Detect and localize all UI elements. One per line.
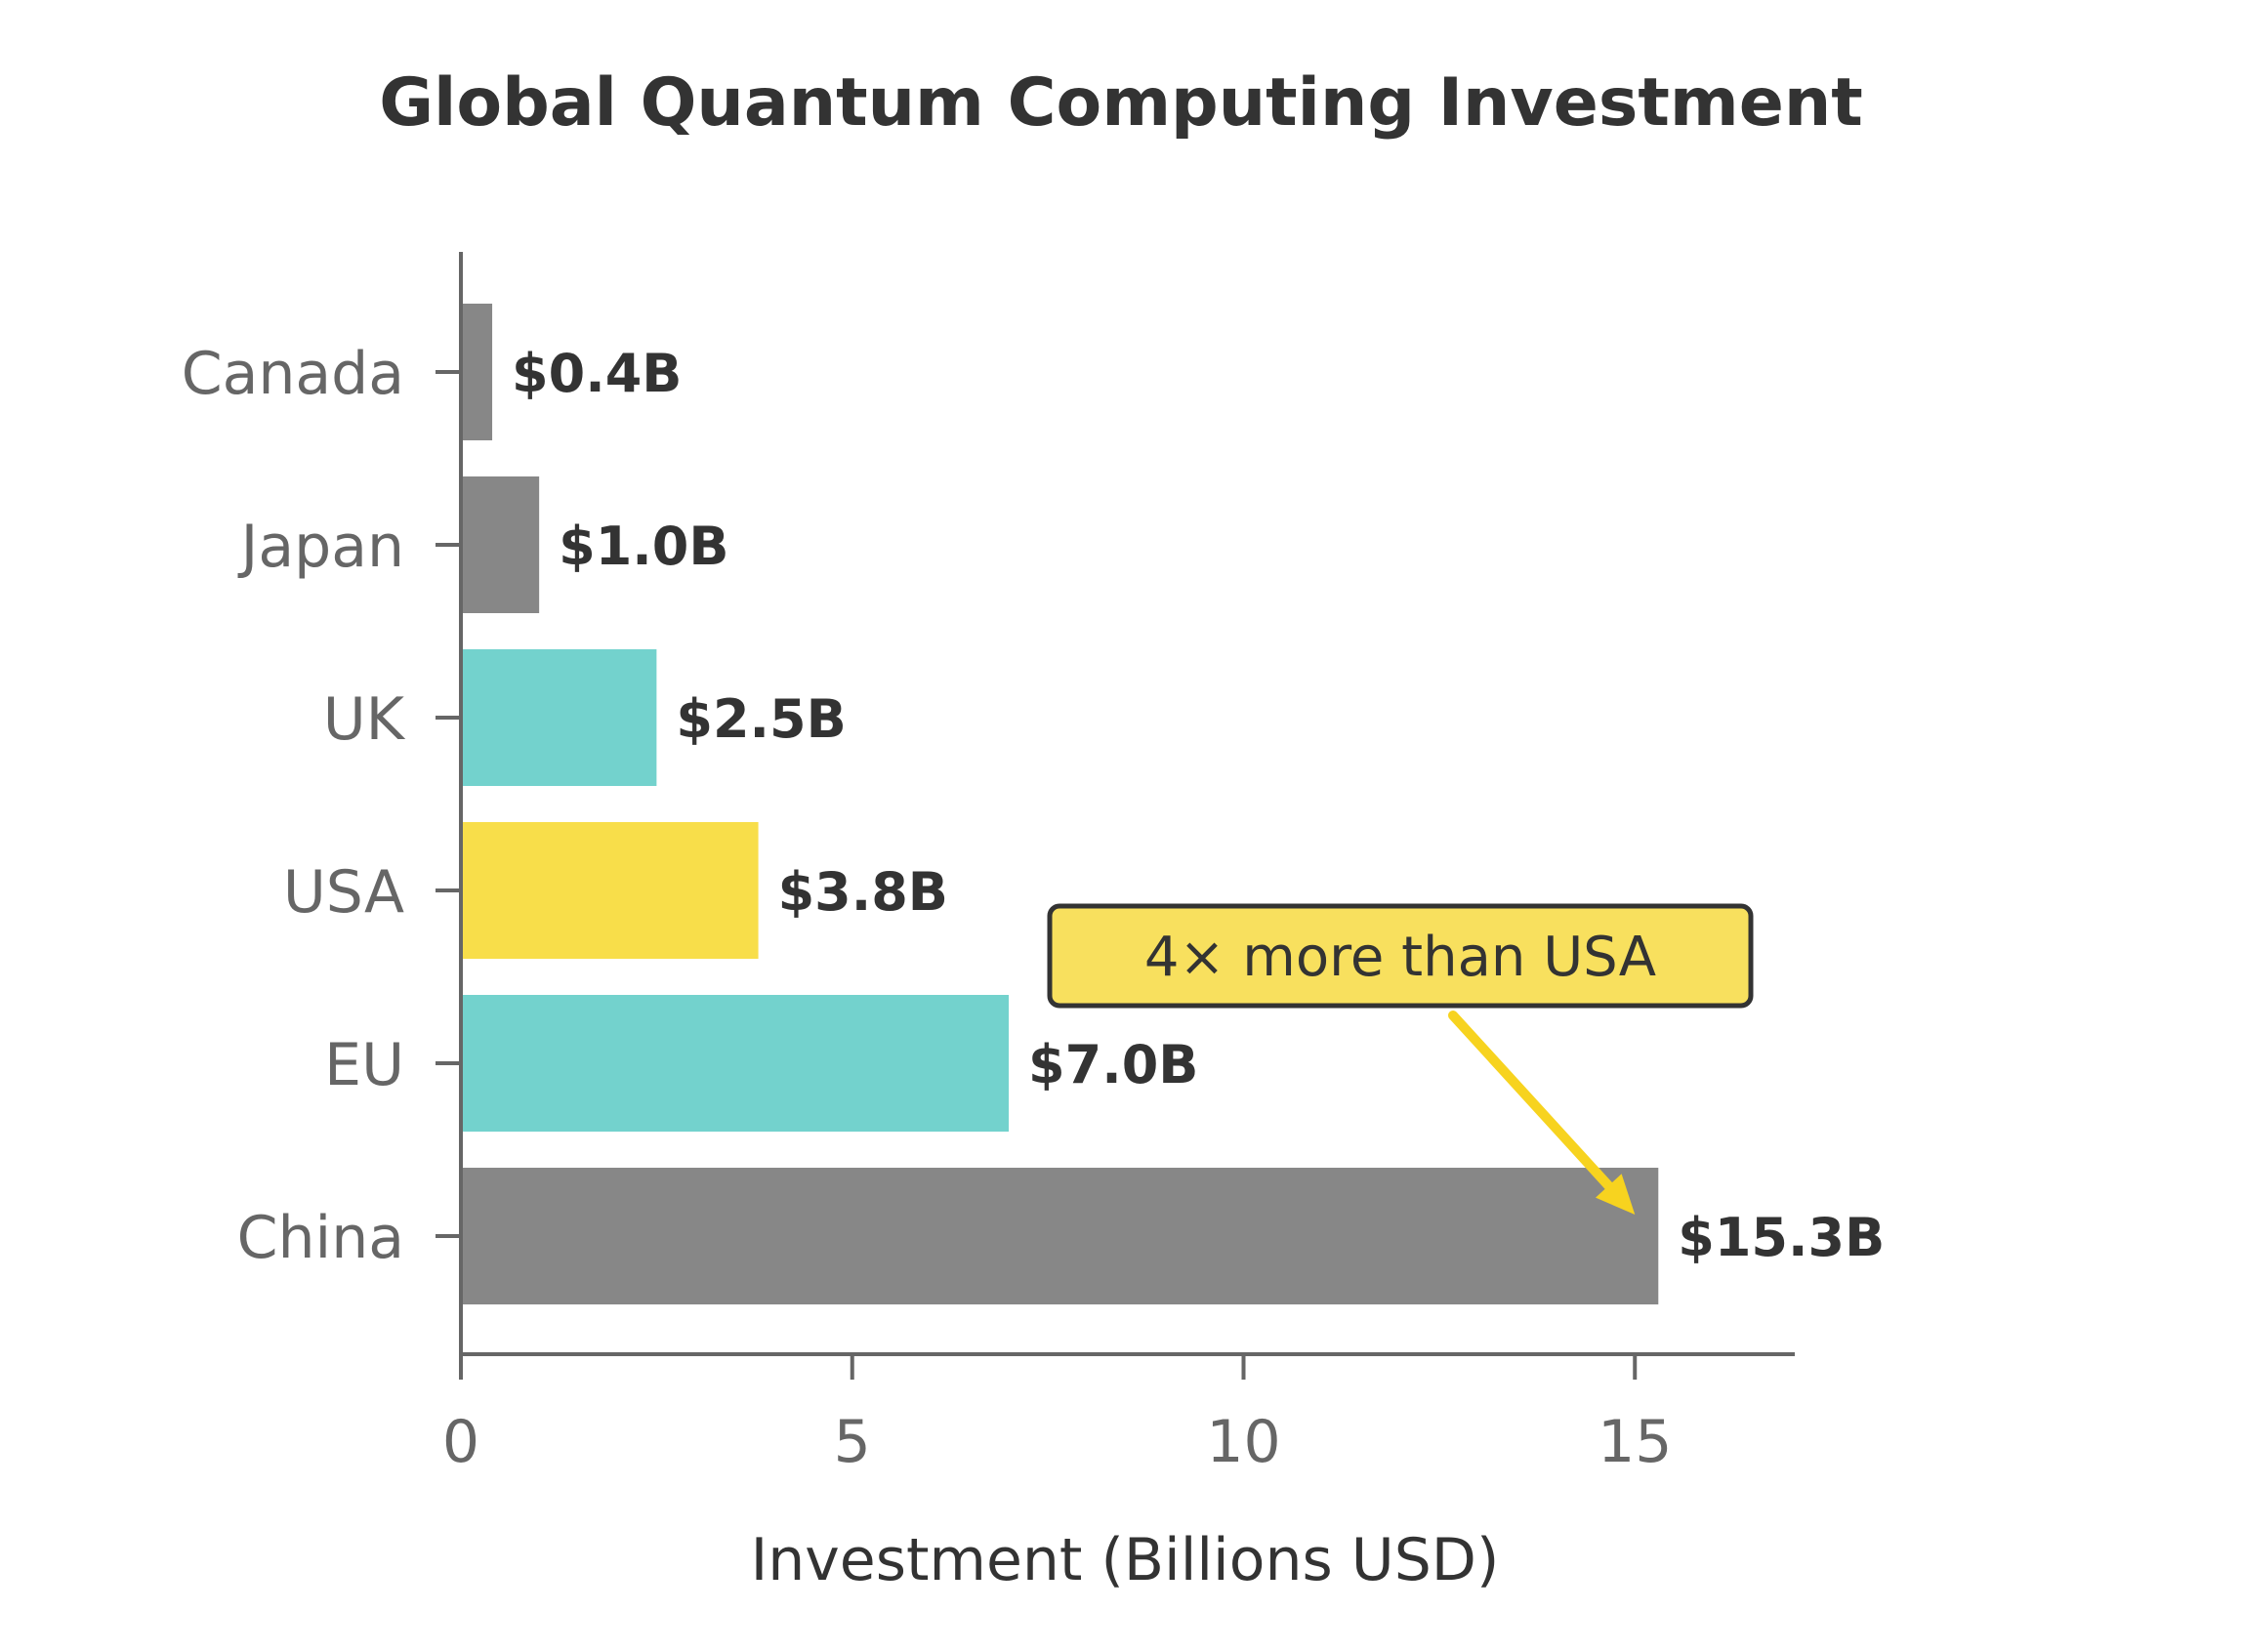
annotation-box [1047,903,1754,1009]
labels-layer: Canada $0.4B Japan $1.0B UK $2.5B USA $3.8B EU $7… [182,340,1886,1476]
value-label: $15.3B [1678,1207,1885,1268]
bar-usa [461,822,759,959]
annotation-layer: 4× more than USA [1047,903,1754,1215]
bar-canada [461,304,493,440]
value-label: $3.8B [778,861,948,923]
value-label: $7.0B [1028,1034,1198,1095]
x-tick-label: 15 [1598,1408,1672,1476]
y-tick-label: Canada [182,340,404,408]
value-label: $0.4B [512,343,682,404]
y-tick-label: UK [323,685,406,754]
x-tick-label: 5 [834,1408,871,1476]
bars-layer [461,304,1659,1304]
value-label: $2.5B [676,688,846,750]
y-tick-label: EU [324,1031,404,1099]
bar-japan [461,476,540,613]
y-tick-label: China [237,1204,404,1272]
bar-uk [461,649,657,786]
bar-china [461,1168,1659,1304]
x-tick-label: 10 [1206,1408,1280,1476]
bar-eu [461,995,1010,1132]
y-tick-label: Japan [237,513,404,581]
annotation-arrowhead [1596,1174,1636,1215]
x-axis-title: Investment (Billions USD) [751,1526,1500,1594]
chart-title: Global Quantum Computing Investment [379,64,1863,142]
annotation-arrow [1448,1011,1614,1191]
axes-layer [436,252,1795,1380]
x-tick-label: 0 [442,1408,479,1476]
value-label: $1.0B [559,516,728,577]
y-tick-label: USA [283,858,404,927]
annotation-text: 4× more than USA [1144,926,1656,989]
